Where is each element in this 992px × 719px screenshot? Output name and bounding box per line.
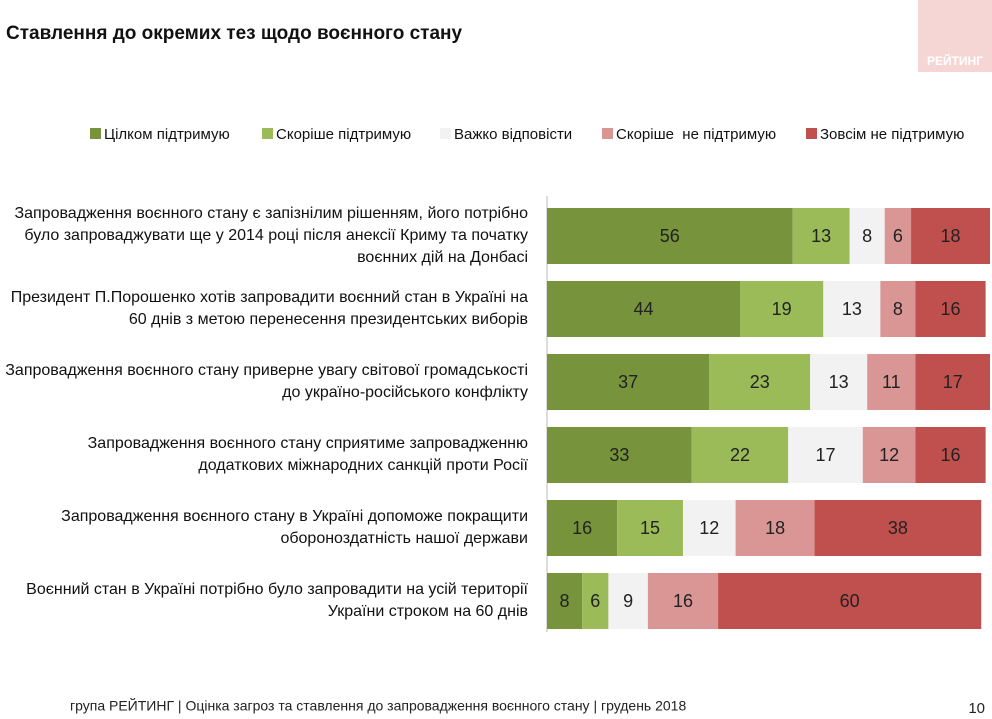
legend-label: Цілком підтримую (104, 126, 230, 143)
category-label: Запровадження воєнного стану є запізніли… (0, 203, 528, 269)
value-label: 12 (699, 518, 719, 538)
category-text: Запровадження воєнного стану в Україні д… (61, 508, 528, 547)
value-label: 37 (618, 372, 638, 392)
bar-segment (915, 427, 986, 483)
value-label: 8 (560, 591, 570, 611)
category-label: Запровадження воєнного стану в Україні д… (0, 495, 528, 561)
bar-segment (792, 208, 850, 264)
bar-segment (880, 281, 916, 337)
value-label: 6 (590, 591, 600, 611)
bar-segment (547, 500, 618, 556)
value-label: 13 (829, 372, 849, 392)
category-label: Президент П.Порошенко хотів запровадити … (0, 276, 528, 342)
bar-segment (911, 208, 990, 264)
bar-segment (915, 281, 986, 337)
bar-segment (862, 427, 916, 483)
bar-segment (547, 354, 710, 410)
value-label: 15 (640, 518, 660, 538)
bar-segment (547, 281, 740, 337)
value-label: 16 (572, 518, 592, 538)
value-label: 11 (882, 372, 901, 392)
value-label: 19 (772, 299, 792, 319)
value-label: 22 (730, 445, 750, 465)
value-label: 17 (816, 445, 836, 465)
value-label: 16 (941, 299, 961, 319)
legend-label: Скоріше не підтримую (616, 126, 776, 143)
page-number: 10 (968, 700, 985, 717)
bar-segment (810, 354, 868, 410)
bar-segment (849, 208, 885, 264)
value-label: 13 (811, 226, 831, 246)
bar-segment (788, 427, 863, 483)
category-label: Запровадження воєнного стану приверне ув… (0, 349, 528, 415)
bar-segment (823, 281, 881, 337)
bar-segment (884, 208, 912, 264)
bar-segment (718, 573, 982, 629)
bar-segment (691, 427, 789, 483)
bar-segment (547, 427, 692, 483)
legend-label: Скоріше підтримую (276, 126, 411, 143)
value-label: 16 (941, 445, 961, 465)
category-text: Запровадження воєнного стану сприятиме з… (87, 435, 528, 474)
value-label: 60 (840, 591, 860, 611)
bar-segment (617, 500, 683, 556)
bar-segment (582, 573, 609, 629)
category-label: Запровадження воєнного стану сприятиме з… (0, 422, 528, 488)
chart-title: Ставлення до окремих тез щодо воєнного с… (6, 23, 463, 44)
bar-segment (735, 500, 815, 556)
category-text: Запровадження воєнного стану приверне ув… (5, 362, 528, 401)
bar-segment (682, 500, 736, 556)
value-label: 33 (609, 445, 629, 465)
legend-swatch (440, 128, 451, 139)
legend-swatch (90, 128, 101, 139)
bar-segment (709, 354, 811, 410)
legend-swatch (262, 128, 273, 139)
value-label: 18 (941, 226, 961, 246)
legend-label: Зовсім не підтримую (820, 126, 964, 143)
category-text: Воєнний стан в Україні потрібно було зап… (26, 581, 528, 620)
value-label: 38 (888, 518, 908, 538)
value-label: 6 (893, 226, 903, 246)
value-label: 9 (623, 591, 633, 611)
category-text: Президент П.Порошенко хотів запровадити … (10, 289, 528, 328)
value-label: 13 (842, 299, 862, 319)
bar-segment (647, 573, 719, 629)
bar-segment (814, 500, 982, 556)
bar-segment (608, 573, 648, 629)
legend-swatch (806, 128, 817, 139)
category-label: Воєнний стан в Україні потрібно було зап… (0, 568, 528, 634)
value-label: 18 (765, 518, 785, 538)
value-label: 56 (660, 226, 680, 246)
bar-segment (547, 208, 793, 264)
bar-segment (739, 281, 824, 337)
value-label: 16 (673, 591, 693, 611)
bar-segment (915, 354, 990, 410)
value-label: 8 (862, 226, 872, 246)
legend-swatch (602, 128, 613, 139)
bar-segment (867, 354, 916, 410)
bar-segment (547, 573, 583, 629)
legend-label: Важко відповісти (454, 126, 572, 143)
value-label: 44 (633, 299, 653, 319)
footer: група РЕЙТИНГ | Оцінка загроз та ставлен… (70, 697, 686, 714)
value-label: 8 (893, 299, 903, 319)
value-label: 12 (879, 445, 899, 465)
value-label: 17 (943, 372, 963, 392)
logo: РЕЙТИНГ (927, 53, 983, 68)
logo-box (918, 0, 992, 72)
value-label: 23 (750, 372, 770, 392)
category-text: Запровадження воєнного стану є запізніли… (14, 205, 528, 266)
